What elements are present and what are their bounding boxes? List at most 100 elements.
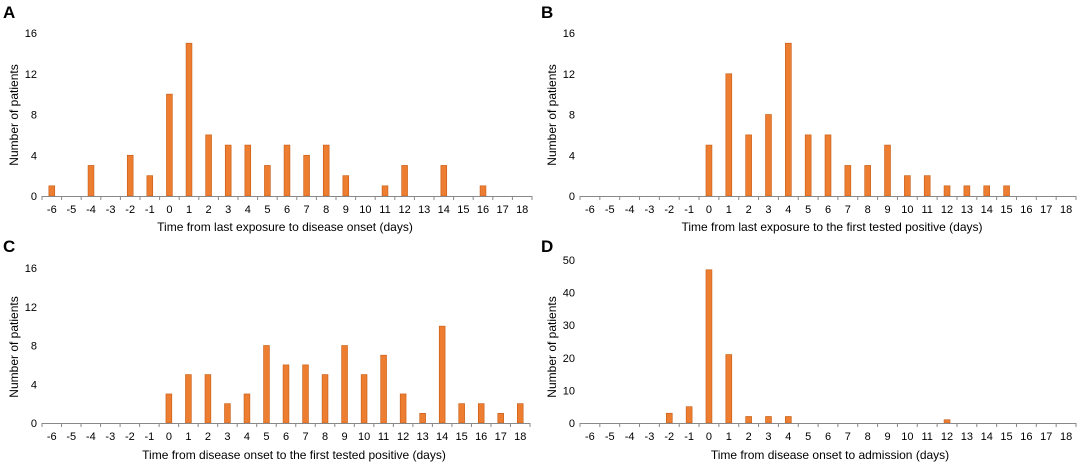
x-tick-label: -5 <box>66 431 76 443</box>
x-tick-label: -1 <box>145 204 155 216</box>
figure: A Number of patients 0 4 8 12 16 -6 -5 -4-… <box>0 0 1084 466</box>
panel-b-xlabel: Time from last exposure to the first tes… <box>681 220 982 234</box>
x-tick-label: 14 <box>438 204 450 216</box>
panel-c-ytick: 12 <box>25 302 37 314</box>
panel-a-ylabel: Number of patients <box>7 64 21 165</box>
bar-day-3 <box>225 404 231 423</box>
x-tick-label: 9 <box>884 204 890 216</box>
x-tick-label: 16 <box>475 431 487 443</box>
x-tick-label: 5 <box>805 431 811 443</box>
x-tick-label: 3 <box>765 431 771 443</box>
panel-b-letter: B <box>541 3 553 22</box>
bar-day-2 <box>746 416 752 423</box>
x-tick-label: 18 <box>516 204 528 216</box>
x-tick-label: -3 <box>105 431 115 443</box>
panel-b-yticks: 0 4 8 12 16 <box>563 28 575 203</box>
x-tick-label: 0 <box>706 204 712 216</box>
x-tick-label: -2 <box>125 431 135 443</box>
x-tick-label: 4 <box>785 204 791 216</box>
panel-d-xticks: -6 -5 -4 -3 -2 -1 0 1 2 3 4 5 6 7 8 9 10 11 12 13 14 15 16 17 18 <box>580 423 1076 443</box>
x-tick-label: 1 <box>185 431 191 443</box>
bar-day-16 <box>478 404 484 423</box>
panel-d-letter: D <box>541 237 553 256</box>
bar-day-2 <box>746 135 752 196</box>
x-tick-label: 11 <box>921 431 932 443</box>
bar-day-5 <box>805 135 811 196</box>
x-tick-label: 14 <box>436 431 448 443</box>
x-tick-label: 12 <box>397 431 409 443</box>
bar-day-8 <box>322 375 328 423</box>
x-tick-label: 18 <box>514 431 526 443</box>
bar-day-9 <box>885 145 891 196</box>
x-tick-label: 13 <box>417 431 429 443</box>
x-tick-label: 16 <box>1020 431 1032 443</box>
bar-day-16 <box>480 186 486 196</box>
panel-c-ytick: 16 <box>25 263 37 275</box>
panel-b-ytick: 0 <box>569 191 575 203</box>
bar-day-7 <box>303 365 309 423</box>
x-tick-label: 12 <box>941 204 953 216</box>
bar-day--6 <box>49 186 55 196</box>
x-tick-label: 13 <box>961 204 973 216</box>
bar-day-0 <box>706 145 712 196</box>
x-tick-label: -6 <box>47 431 57 443</box>
panel-a-xlabel: Time from last exposure to disease onset… <box>157 220 413 234</box>
bar-day--4 <box>88 165 94 196</box>
x-tick-label: 13 <box>418 204 430 216</box>
panel-b-ytick: 4 <box>569 150 575 162</box>
panel-b: B Number of patients 0 4 8 12 16 -6 -5 -4-… <box>541 3 1076 234</box>
panel-c-letter: C <box>3 237 15 256</box>
bar-day-12 <box>944 186 950 196</box>
x-tick-label: 12 <box>941 431 953 443</box>
x-tick-label: 4 <box>245 204 251 216</box>
panel-a-ytick: 4 <box>31 150 37 162</box>
bar-day-5 <box>264 165 270 196</box>
x-tick-label: -5 <box>605 204 615 216</box>
x-tick-label: 2 <box>205 431 211 443</box>
x-tick-label: -2 <box>664 204 674 216</box>
bar-day-2 <box>205 375 211 423</box>
bar-day-11 <box>381 355 387 423</box>
x-tick-label: 6 <box>825 431 831 443</box>
bar-day-13 <box>420 413 426 423</box>
x-tick-label: 17 <box>1040 204 1052 216</box>
bar-day-6 <box>283 365 289 423</box>
x-tick-label: -5 <box>67 204 77 216</box>
bar-day-9 <box>342 346 348 424</box>
x-tick-label: -3 <box>645 431 655 443</box>
bar-day-8 <box>323 145 329 196</box>
x-tick-label: 8 <box>865 431 871 443</box>
x-tick-label: 18 <box>1060 204 1072 216</box>
bar-day-12 <box>402 165 408 196</box>
bar-day-1 <box>185 375 191 423</box>
x-tick-label: 3 <box>224 431 230 443</box>
x-tick-label: -4 <box>625 204 635 216</box>
panel-c-bars <box>166 326 523 423</box>
x-tick-label: -3 <box>106 204 116 216</box>
bar-day-0 <box>166 94 172 196</box>
bar-day-15 <box>459 404 465 423</box>
x-tick-label: -6 <box>585 204 595 216</box>
bar-day--2 <box>666 413 672 423</box>
x-tick-label: -6 <box>47 204 57 216</box>
bar-day-3 <box>225 145 231 196</box>
panel-a-ytick: 8 <box>31 110 37 122</box>
panel-b-ylabel: Number of patients <box>545 64 559 165</box>
x-tick-label: -4 <box>86 431 96 443</box>
x-tick-label: 11 <box>378 431 389 443</box>
bar-day-6 <box>825 135 831 196</box>
bar-day-14 <box>441 165 447 196</box>
panel-d: D Number of patients 0 10 20 30 40 50 -6… <box>541 237 1076 462</box>
x-tick-label: 8 <box>865 204 871 216</box>
bar-day-1 <box>186 43 192 196</box>
bar-day-8 <box>865 165 871 196</box>
panel-a-ytick: 0 <box>31 191 37 203</box>
x-tick-label: 5 <box>263 431 269 443</box>
panel-a-ytick: 16 <box>25 28 37 40</box>
panel-a-letter: A <box>3 3 15 22</box>
panel-c-xlabel: Time from disease onset to the first tes… <box>142 448 446 462</box>
x-tick-label: -3 <box>645 204 655 216</box>
x-tick-label: 15 <box>456 431 468 443</box>
x-tick-label: 9 <box>341 431 347 443</box>
x-tick-label: -1 <box>144 431 154 443</box>
